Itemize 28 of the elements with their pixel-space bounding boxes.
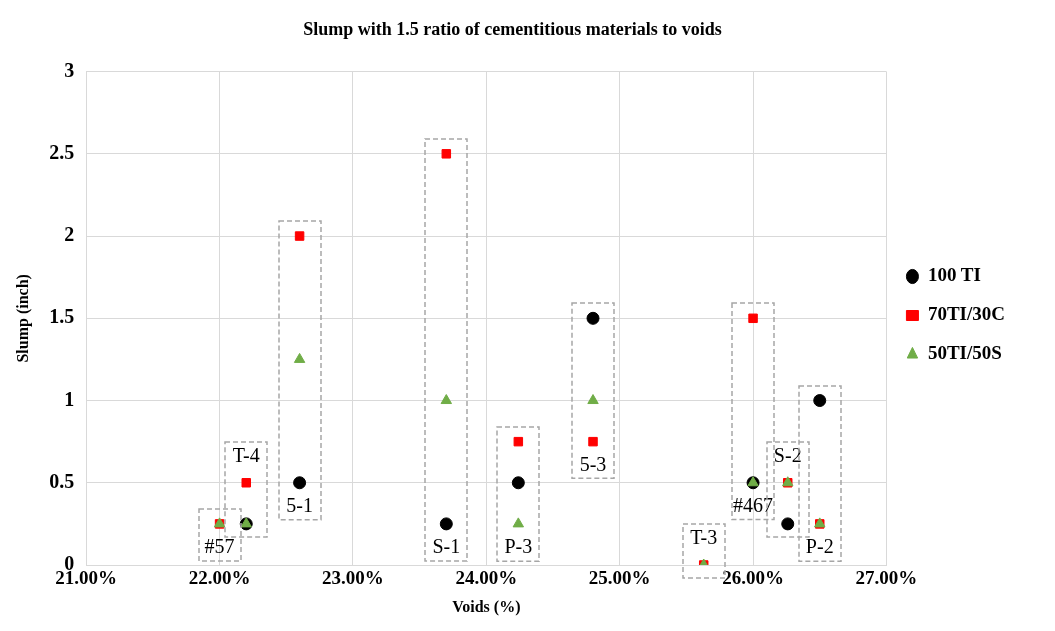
annotation: P-3 — [504, 535, 533, 558]
annotation: P-2 — [805, 535, 834, 558]
annotation: S-1 — [432, 535, 461, 558]
y-tick-label: 1 — [64, 387, 75, 410]
y-tick-label: 2 — [64, 223, 75, 246]
x-axis-title: Voids (%) — [452, 597, 521, 616]
x-tick-label: 27.00% — [855, 567, 918, 589]
annotation: #467 — [733, 494, 774, 517]
annotation: S-2 — [773, 444, 802, 467]
y-tick-label: 0.5 — [49, 469, 75, 492]
x-tick-label: 24.00% — [455, 567, 518, 589]
y-tick-label: 1.5 — [49, 305, 75, 328]
y-tick-label: 2.5 — [49, 141, 75, 164]
annotation: 5-3 — [579, 452, 607, 475]
y-tick-label: 3 — [64, 58, 75, 81]
annotation: #57 — [204, 535, 235, 558]
chart-title: Slump with 1.5 ratio of cementitious materials to voids — [303, 19, 722, 40]
legend-label: 50TI/50S — [927, 342, 1002, 364]
x-tick-label: 25.00% — [588, 567, 651, 589]
legend-label: 70TI/30C — [927, 303, 1006, 325]
x-tick-label: 23.00% — [322, 567, 384, 589]
annotation: 5-1 — [286, 494, 313, 517]
x-tick-label: 22.00% — [188, 567, 251, 589]
annotation: T-3 — [690, 526, 718, 549]
y-axis-title: Slump (inch) — [13, 274, 32, 363]
x-tick-label: 26.00% — [722, 567, 784, 589]
annotation: T-4 — [232, 444, 260, 467]
legend-label: 100 TI — [927, 264, 981, 286]
